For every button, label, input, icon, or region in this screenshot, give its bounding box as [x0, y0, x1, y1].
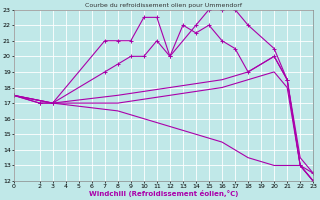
Title: Courbe du refroidissement olien pour Ummendorf: Courbe du refroidissement olien pour Umm…: [85, 3, 242, 8]
X-axis label: Windchill (Refroidissement éolien,°C): Windchill (Refroidissement éolien,°C): [89, 190, 238, 197]
